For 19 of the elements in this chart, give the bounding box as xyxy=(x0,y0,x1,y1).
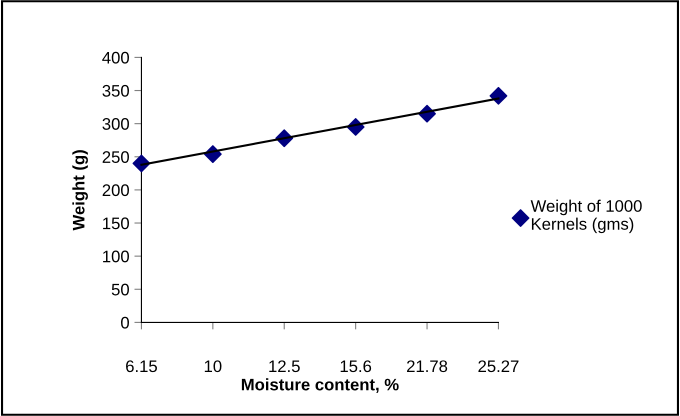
y-tick-label: 200 xyxy=(102,184,129,196)
x-axis-title: Moisture content, % xyxy=(242,378,399,393)
y-tick-label: 0 xyxy=(121,316,129,329)
x-tick-label: 12.5 xyxy=(269,360,300,372)
y-tick-label: 350 xyxy=(102,84,129,97)
y-tick-label: 300 xyxy=(102,118,129,130)
point xyxy=(490,86,508,105)
y-axis-title: Weight (g) xyxy=(72,150,88,230)
y-tick-label: 50 xyxy=(112,284,129,296)
y-tick-label: 250 xyxy=(102,151,129,163)
x-tick-label: 15.6 xyxy=(340,360,372,372)
y-tick-label: 100 xyxy=(103,250,129,262)
y-tick-label: 150 xyxy=(103,217,129,230)
x-tick-label: 6.15 xyxy=(126,360,157,372)
x-tick-label: 21.78 xyxy=(407,360,448,372)
x-tick-label: 25.27 xyxy=(478,360,518,372)
legend-label: Weight of 1000 Kernels (gms) xyxy=(530,200,642,234)
x-tick-label: 10 xyxy=(204,360,222,372)
y-tick-label: 400 xyxy=(102,52,129,64)
